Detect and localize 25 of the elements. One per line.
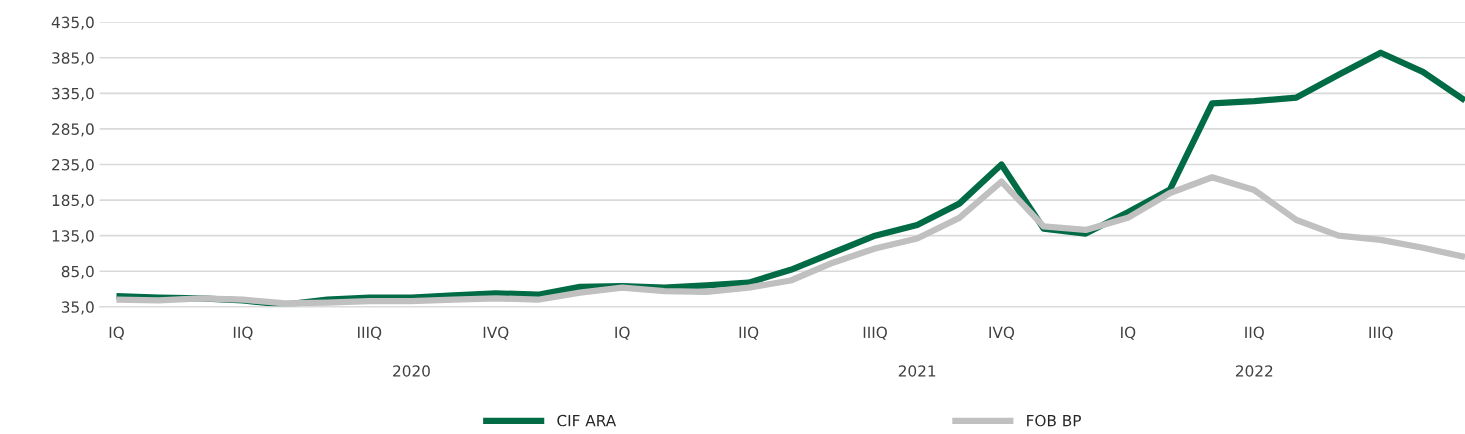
y-tick-label: 85,0 [61, 265, 94, 279]
x-tick-label: IIIQ [358, 326, 382, 340]
legend-label: CIF ARA [557, 414, 617, 427]
text: 2020 [393, 365, 430, 377]
x-tick-label: IVQ [989, 326, 1015, 340]
x-tick-label: IIIQ [1369, 326, 1393, 340]
y-tick-label: 435,0 [51, 16, 94, 30]
x-tick-label: IQ [615, 326, 630, 340]
y-tick-label: 285,0 [52, 123, 94, 137]
x-tick-label: IIQ [233, 326, 253, 340]
x-tick-label: IQ [1121, 326, 1136, 340]
y-tick-label: 135,0 [52, 230, 94, 244]
y-tick-label: 35,0 [61, 301, 94, 315]
x-tick-label: IVQ [483, 326, 509, 340]
legend-label: FOB BP [1027, 414, 1081, 427]
x-tick-label: IIIQ [863, 326, 887, 340]
x-tick-label: IIQ [1245, 326, 1264, 340]
text: 2022 [1235, 365, 1273, 377]
x-tick-label: IQ [109, 326, 124, 340]
y-tick-label: 385,0 [52, 52, 94, 66]
y-tick-label: 235,0 [52, 158, 94, 173]
y-tick-label: 335,0 [52, 87, 94, 101]
text: 2021 [898, 365, 936, 377]
x-tick-label: IIQ [739, 326, 759, 340]
y-tick-label: 185,0 [52, 194, 94, 208]
